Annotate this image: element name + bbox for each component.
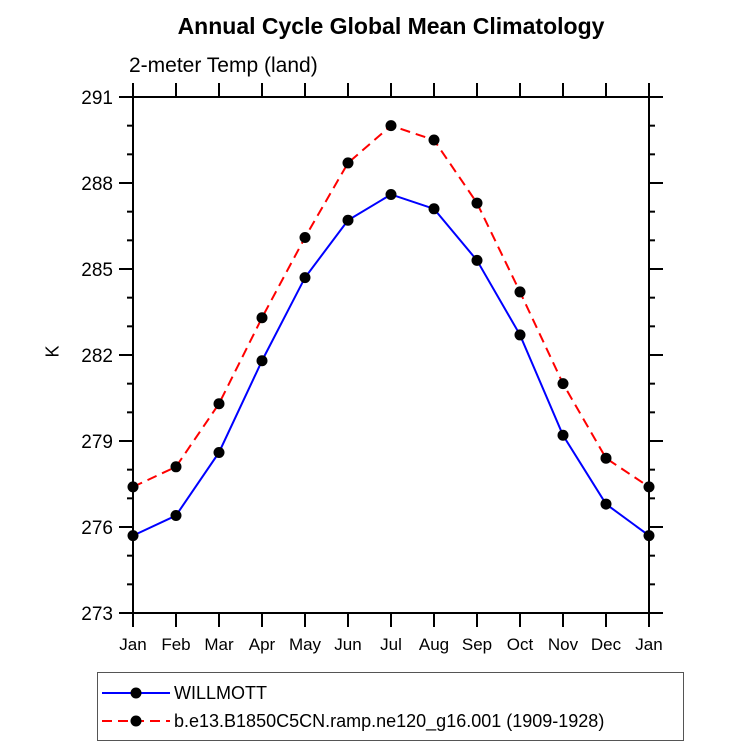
data-point <box>600 498 612 510</box>
data-point <box>385 188 397 200</box>
y-tick-label: 273 <box>81 604 113 625</box>
x-tick-label: Jul <box>380 635 402 654</box>
data-point <box>342 157 354 169</box>
data-point <box>170 510 182 522</box>
x-tick-label: Mar <box>204 635 234 654</box>
data-point <box>299 272 311 284</box>
data-point <box>600 452 612 464</box>
data-point <box>213 446 225 458</box>
x-tick-label: Nov <box>548 635 579 654</box>
legend-marker <box>130 715 142 727</box>
series-line-model <box>132 124 650 488</box>
y-tick-label: 288 <box>81 174 113 195</box>
x-tick-label: Dec <box>591 635 622 654</box>
x-tick-label: Apr <box>249 635 276 654</box>
data-point <box>643 481 655 493</box>
data-point <box>557 378 569 390</box>
plot-border <box>132 96 650 614</box>
data-point <box>256 355 268 367</box>
x-tick-label: Jun <box>334 635 361 654</box>
legend-label: b.e13.B1850C5CN.ramp.ne120_g16.001 (1909… <box>174 710 605 731</box>
legend-item-willmott: WILLMOTT <box>102 679 267 707</box>
data-point <box>256 312 268 324</box>
y-tick-label: 279 <box>81 432 113 453</box>
data-point <box>471 197 483 209</box>
y-tick-label: 276 <box>81 518 113 539</box>
data-point <box>342 214 354 226</box>
x-tick-label: Feb <box>161 635 190 654</box>
x-tick-label: Sep <box>462 635 492 654</box>
data-point <box>428 203 440 215</box>
x-tick-label: Jan <box>635 635 662 654</box>
legend-label: WILLMOTT <box>174 682 267 703</box>
legend: WILLMOTT b.e13.B1850C5CN.ramp.ne120_g16.… <box>97 672 684 741</box>
y-tick-label: 285 <box>81 260 113 281</box>
legend-sample-line-model <box>102 715 170 727</box>
data-point <box>428 134 440 146</box>
legend-marker <box>130 687 142 699</box>
data-point <box>643 530 655 542</box>
data-point <box>385 120 397 132</box>
legend-item-model: b.e13.B1850C5CN.ramp.ne120_g16.001 (1909… <box>102 707 604 735</box>
series-line-willmott <box>132 193 650 537</box>
x-tick-label: Oct <box>507 635 534 654</box>
data-point <box>557 429 569 441</box>
x-tick-label: May <box>289 635 322 654</box>
y-tick-label: 282 <box>81 346 113 367</box>
data-point <box>213 398 225 410</box>
data-point <box>127 481 139 493</box>
data-point <box>299 231 311 243</box>
x-tick-label: Jan <box>119 635 146 654</box>
y-tick-label: 291 <box>81 88 113 109</box>
chart-subtitle: 2-meter Temp (land) <box>129 54 318 77</box>
data-point <box>471 254 483 266</box>
x-tick-label: Aug <box>419 635 449 654</box>
chart-title: Annual Cycle Global Mean Climatology <box>177 13 605 39</box>
line-chart: Jan Feb Mar Apr May Jun Jul Aug Sep Oct Nov Dec Jan 2… <box>81 83 663 654</box>
data-point <box>514 329 526 341</box>
data-point <box>170 461 182 473</box>
data-point <box>127 530 139 542</box>
legend-sample-line-willmott <box>102 687 170 699</box>
data-point <box>514 286 526 298</box>
